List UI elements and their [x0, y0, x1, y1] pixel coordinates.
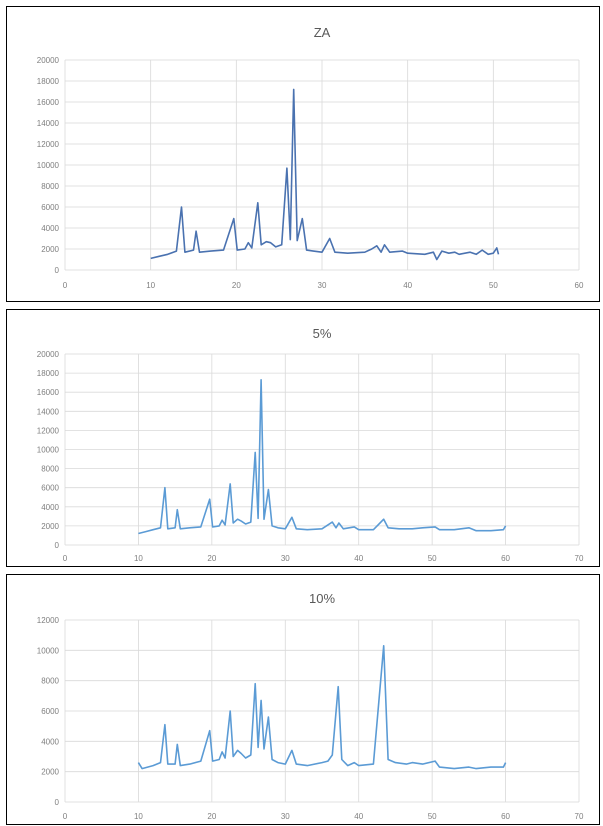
- x-tick-label: 0: [63, 554, 68, 563]
- x-tick-label: 10: [134, 812, 143, 821]
- y-tick-label: 8000: [41, 465, 59, 474]
- x-tick-label: 40: [354, 554, 363, 563]
- y-tick-label: 12000: [37, 616, 60, 625]
- x-tick-label: 50: [428, 554, 437, 563]
- x-tick-label: 0: [63, 281, 68, 290]
- chart-title: 10%: [309, 591, 335, 606]
- chart-10pct: 10% 0 2000 4000 6000 8000 10000 12000 0 10 20 30 40 5…: [37, 591, 584, 821]
- y-tick-label: 14000: [37, 119, 60, 128]
- y-tick-label: 10000: [37, 446, 60, 455]
- x-tick-label: 40: [403, 281, 412, 290]
- x-tick-label: 50: [489, 281, 498, 290]
- x-tick-label: 20: [232, 281, 241, 290]
- x-tick-label: 30: [281, 812, 290, 821]
- x-tick-label: 70: [575, 812, 584, 821]
- chart-5pct: 5% 0 2000 4000 6000 8000 10000 12000 14000 16000 1…: [37, 326, 584, 563]
- x-tick-label: 30: [281, 554, 290, 563]
- y-tick-label: 4000: [41, 224, 59, 233]
- chart-panel-10pct: 10% 0 2000 4000 6000 8000 10000 12000 0 10 20 30 40 5…: [6, 574, 600, 825]
- chart-panel-5pct: 5% 0 2000 4000 6000 8000 10000 12000 14000 16000 1…: [6, 309, 600, 567]
- y-tick-label: 4000: [41, 503, 59, 512]
- series-line: [138, 379, 507, 535]
- x-tick-label: 50: [428, 812, 437, 821]
- series-line: [137, 645, 507, 770]
- y-tick-label: 20000: [37, 56, 60, 65]
- y-tick-label: 20000: [37, 350, 60, 359]
- chart-title: 5%: [313, 326, 332, 341]
- y-tick-label: 2000: [41, 245, 59, 254]
- y-tick-label: 18000: [37, 77, 60, 86]
- y-tick-label: 2000: [41, 522, 59, 531]
- y-tick-label: 2000: [41, 768, 59, 777]
- y-tick-label: 8000: [41, 677, 59, 686]
- y-tick-label: 12000: [37, 140, 60, 149]
- series-line: [150, 88, 500, 261]
- y-tick-label: 14000: [37, 407, 60, 416]
- x-tick-label: 30: [318, 281, 327, 290]
- chart-za: ZA 0 2000 4000 6000 8000 10000 12000 14000 16000 1…: [37, 25, 584, 290]
- chart-panel-za: ZA 0 2000 4000 6000 8000 10000 12000 14000 16000 1…: [6, 6, 600, 302]
- y-tick-label: 16000: [37, 98, 60, 107]
- x-tick-label: 10: [134, 554, 143, 563]
- y-tick-label: 12000: [37, 426, 60, 435]
- y-tick-label: 4000: [41, 737, 59, 746]
- x-tick-label: 60: [501, 812, 510, 821]
- x-tick-label: 20: [207, 554, 216, 563]
- y-tick-label: 6000: [41, 707, 59, 716]
- y-tick-label: 18000: [37, 369, 60, 378]
- chart-title: ZA: [314, 25, 331, 40]
- y-tick-label: 6000: [41, 203, 59, 212]
- x-tick-label: 10: [146, 281, 155, 290]
- x-tick-label: 20: [207, 812, 216, 821]
- x-tick-label: 0: [63, 812, 68, 821]
- y-tick-label: 0: [55, 541, 60, 550]
- x-tick-label: 60: [501, 554, 510, 563]
- x-tick-label: 60: [575, 281, 584, 290]
- x-tick-label: 40: [354, 812, 363, 821]
- y-tick-label: 10000: [37, 161, 60, 170]
- y-tick-label: 0: [55, 266, 60, 275]
- y-tick-label: 10000: [37, 646, 60, 655]
- y-tick-label: 8000: [41, 182, 59, 191]
- y-tick-label: 16000: [37, 388, 60, 397]
- y-tick-label: 0: [55, 798, 60, 807]
- x-tick-label: 70: [575, 554, 584, 563]
- y-tick-label: 6000: [41, 484, 59, 493]
